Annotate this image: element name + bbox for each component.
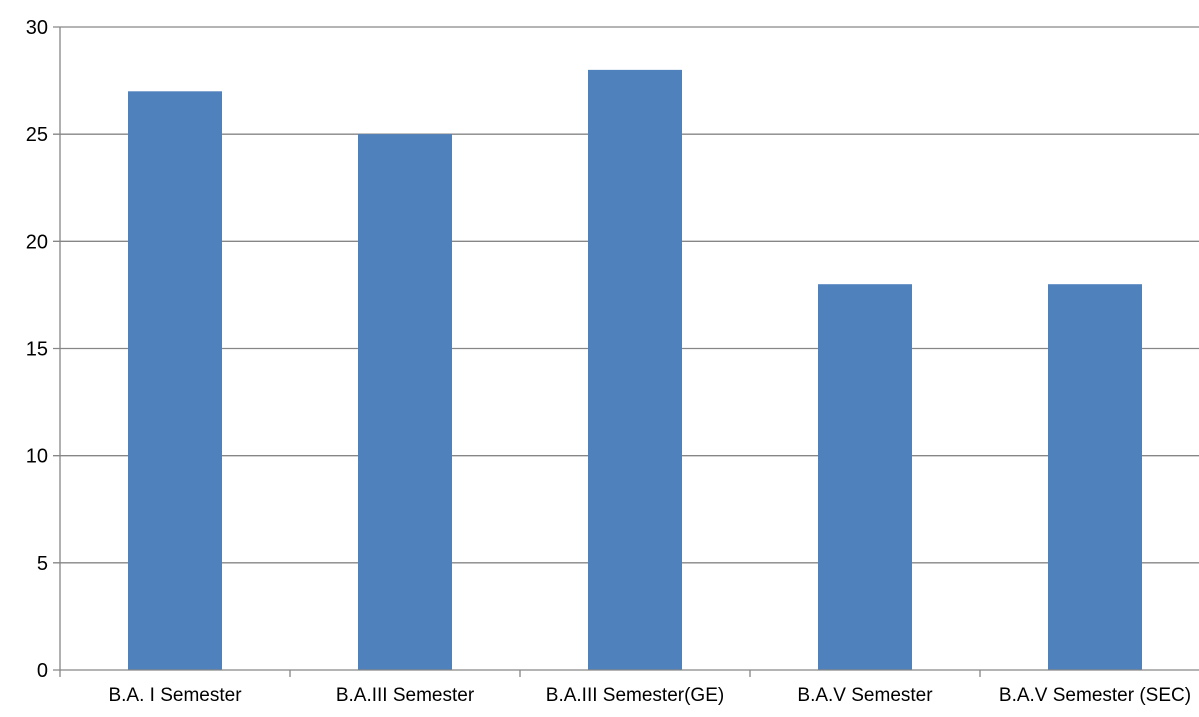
bar xyxy=(588,69,682,670)
y-tick-label: 10 xyxy=(26,446,48,468)
y-tick-label: 30 xyxy=(26,17,48,39)
x-tick-label: B.A.V Semester xyxy=(797,685,933,706)
bar xyxy=(128,91,222,671)
bar xyxy=(358,134,452,670)
bars xyxy=(128,69,1142,671)
bar xyxy=(818,284,912,670)
y-tick-label: 5 xyxy=(37,553,48,575)
x-tick-labels: B.A. I Semester B.A.III Semester B.A.III S… xyxy=(108,685,1191,706)
x-tick-label: B.A.III Semester xyxy=(336,685,475,706)
y-tick-label: 0 xyxy=(37,660,48,682)
bar xyxy=(1048,284,1142,670)
y-tick-label: 15 xyxy=(26,339,48,361)
y-tick-label: 25 xyxy=(26,124,48,146)
x-tick-label: B.A.V Semester (SEC) xyxy=(999,685,1191,706)
axes xyxy=(53,27,1199,677)
y-tick-label: 20 xyxy=(26,231,48,253)
y-tick-labels: 0 5 10 15 20 25 30 xyxy=(26,17,48,682)
x-tick-label: B.A.III Semester(GE) xyxy=(546,685,724,706)
x-tick-label: B.A. I Semester xyxy=(108,685,242,706)
